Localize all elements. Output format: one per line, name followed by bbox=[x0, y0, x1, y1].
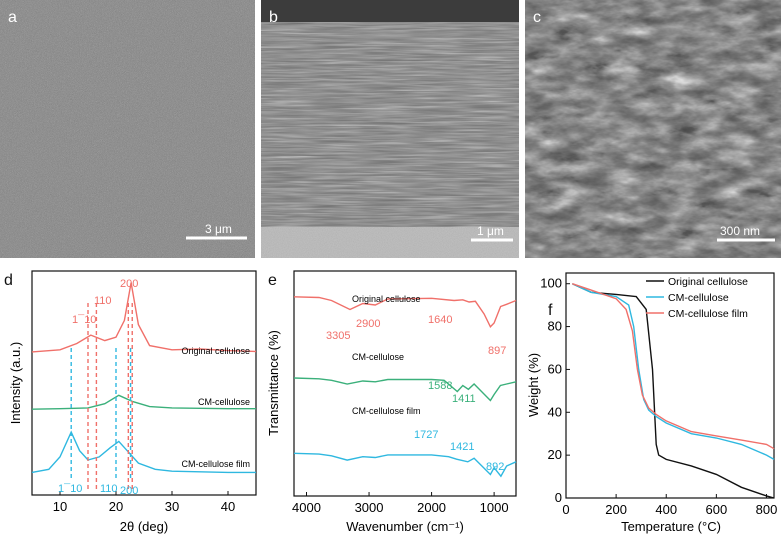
tga-y-tick-label: 60 bbox=[548, 361, 562, 376]
ftir-y-axis-label: Transmittance (%) bbox=[266, 330, 281, 436]
panel-label-a: a bbox=[8, 9, 17, 26]
ftir-series-line-0 bbox=[293, 296, 517, 328]
tga-x-tick-label: 0 bbox=[562, 502, 569, 517]
ftir-band-1421: 1421 bbox=[450, 441, 474, 453]
xrd-x-tick-label: 40 bbox=[221, 499, 235, 514]
sem-image-b: b 1 μm bbox=[261, 0, 519, 258]
xrd-peak-label-1-10-bottom: 1¯10 bbox=[58, 483, 82, 495]
tga-x-tick-label: 600 bbox=[706, 502, 728, 517]
legend-label-original: Original cellulose bbox=[668, 276, 748, 288]
sem-image-c: c 300 nm bbox=[525, 0, 781, 258]
ftir-series-line-1 bbox=[293, 377, 517, 402]
tga-series-line-1 bbox=[572, 283, 775, 461]
xrd-chart: d 10 20 30 40 2θ (deg) Intensity (a.u.) Ori… bbox=[0, 263, 262, 539]
tga-chart: f 0 200 400 600 800 0 20 40 60 80 100 Temperature … bbox=[524, 263, 781, 539]
panel-label-b: b bbox=[269, 9, 278, 26]
tga-series-line-0 bbox=[572, 283, 775, 499]
ftir-x-tick-label: 4000 bbox=[292, 500, 321, 515]
ftir-x-tick-label: 2000 bbox=[417, 500, 446, 515]
ftir-band-1411: 1411 bbox=[452, 393, 476, 405]
tga-y-tick-label: 0 bbox=[555, 490, 562, 505]
legend-label-cm: CM-cellulose bbox=[668, 292, 729, 304]
ftir-series-label-film: CM-cellulose film bbox=[352, 406, 421, 416]
xrd-peak-label-110-top: 110 bbox=[94, 295, 112, 307]
xrd-series-line-2 bbox=[31, 430, 256, 474]
ftir-series-label-original: Original cellulose bbox=[352, 294, 421, 304]
tga-legend: Original cellulose CM-cellulose CM-cellu… bbox=[646, 276, 748, 320]
panel-label-c: c bbox=[533, 9, 541, 26]
panel-label-d: d bbox=[4, 272, 13, 289]
tga-x-tick-label: 200 bbox=[605, 502, 627, 517]
panel-label-e: e bbox=[268, 272, 277, 289]
xrd-series-label-original: Original cellulose bbox=[181, 346, 250, 356]
scale-text-c: 300 nm bbox=[720, 224, 760, 238]
sem-image-a: a 3 μm bbox=[0, 0, 255, 258]
ftir-series-line-2 bbox=[293, 452, 517, 478]
xrd-series-label-film: CM-cellulose film bbox=[181, 459, 250, 469]
legend-label-film: CM-cellulose film bbox=[668, 308, 748, 320]
tga-x-tick-label: 400 bbox=[655, 502, 677, 517]
xrd-series-label-cm: CM-cellulose bbox=[198, 397, 250, 407]
scale-text-b: 1 μm bbox=[477, 224, 504, 238]
ftir-series-label-cm: CM-cellulose bbox=[352, 352, 404, 362]
scale-text-a: 3 μm bbox=[205, 222, 232, 236]
ftir-x-tick-label: 1000 bbox=[480, 500, 509, 515]
ftir-x-tick-label: 3000 bbox=[355, 500, 384, 515]
tga-plot-frame bbox=[565, 272, 775, 499]
xrd-peak-label-200-top: 200 bbox=[120, 278, 138, 290]
tga-y-axis-label: Weight (%) bbox=[526, 353, 541, 417]
tga-y-tick-label: 40 bbox=[548, 404, 562, 419]
xrd-x-tick-label: 30 bbox=[165, 499, 179, 514]
xrd-peak-label-1-10-top: 1¯10 bbox=[72, 314, 96, 326]
xrd-plot-frame bbox=[31, 270, 257, 496]
ftir-x-axis-label: Wavenumber (cm⁻¹) bbox=[346, 519, 464, 534]
xrd-series-line-0 bbox=[31, 282, 257, 353]
xrd-x-tick-label: 20 bbox=[109, 499, 123, 514]
ftir-band-897: 897 bbox=[488, 345, 506, 357]
tga-x-tick-label: 800 bbox=[756, 502, 778, 517]
tga-x-axis-label: Temperature (°C) bbox=[621, 519, 721, 534]
xrd-y-axis-label: Intensity (a.u.) bbox=[8, 342, 23, 424]
ftir-band-1727: 1727 bbox=[414, 429, 438, 441]
ftir-band-892: 892 bbox=[486, 461, 504, 473]
tga-y-tick-label: 100 bbox=[540, 276, 562, 291]
ftir-plot-frame bbox=[293, 270, 517, 497]
ftir-band-1640: 1640 bbox=[428, 314, 452, 326]
panel-label-f: f bbox=[548, 302, 553, 319]
tga-y-tick-label: 20 bbox=[548, 447, 562, 462]
xrd-x-tick-label: 10 bbox=[53, 499, 67, 514]
ftir-band-3305: 3305 bbox=[326, 330, 350, 342]
ftir-band-1588: 1588 bbox=[428, 380, 452, 392]
xrd-peak-label-200-bottom: 200 bbox=[120, 485, 138, 497]
ftir-chart: e 4000 3000 2000 1000 Wavenumber (cm⁻¹) Tra… bbox=[262, 263, 524, 539]
ftir-band-2900: 2900 bbox=[356, 318, 380, 330]
tga-y-tick-label: 80 bbox=[548, 319, 562, 334]
xrd-x-axis-label: 2θ (deg) bbox=[120, 519, 168, 534]
xrd-peak-label-110-bottom: 110 bbox=[100, 483, 118, 495]
tga-series-line-2 bbox=[572, 283, 775, 450]
